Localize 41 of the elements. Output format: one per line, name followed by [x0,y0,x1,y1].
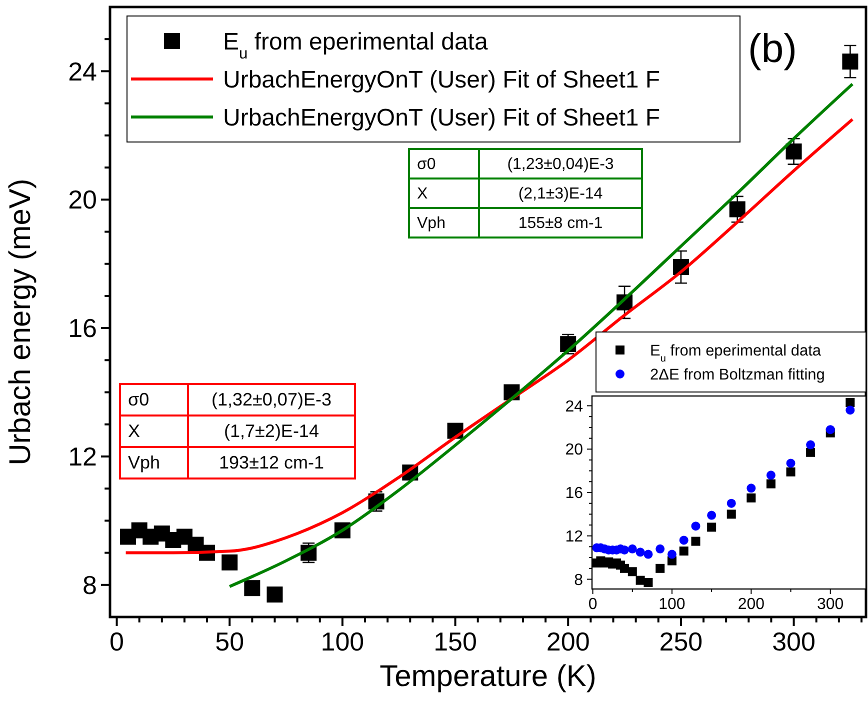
x-tick-label: 150 [434,626,477,657]
y-tick-label: 8 [574,572,584,589]
annotation: (1,7±2)E-14 [224,420,319,441]
annotation: Vph [128,452,160,472]
y-tick-label: 8 [82,570,97,600]
annotation: (b) [748,27,797,71]
y-tick-label: 20 [68,184,97,215]
x-tick-label: 300 [817,596,844,614]
x-tick-label: 100 [320,626,364,657]
y-tick-label: 24 [565,398,584,416]
annotation: σ0 [128,389,150,410]
legend-label: E$_{u}$ from eperimental data [650,342,822,364]
legend-label: 2ΔE from Boltzman fitting [650,366,825,384]
y-tick-label: 12 [68,442,97,472]
annotation: X [417,186,428,203]
y-tick-label: 24 [68,56,97,86]
legend-label: UrbachEnergyOnT (User) Fit of Sheet1 F [223,104,660,132]
legend-label: E$_{u}$ from eperimental data [223,28,488,62]
legend-label: UrbachEnergyOnT (User) Fit of Sheet1 F [223,66,660,94]
x-axis-title: Temperature (K) [380,660,596,693]
x-tick-label: 200 [738,596,765,614]
y-tick-label: 12 [565,528,584,546]
annotation: (1,32±0,07)E-3 [212,389,332,410]
x-tick-label: 50 [215,626,244,657]
x-tick-label: 250 [659,626,703,657]
x-tick-label: 100 [658,596,686,614]
annotation: (2,1±3)E-14 [518,186,603,203]
annotation: (1,23±0,04)E-3 [507,156,614,174]
annotation: 193±12 cm-1 [219,452,324,472]
y-axis-title: Urbach energy (meV) [4,178,37,466]
y-tick-label: 16 [565,485,584,502]
annotation: 155±8 cm-1 [518,215,603,232]
x-tick-label: 300 [772,626,816,657]
y-tick-label: 16 [68,313,97,344]
annotation: σ0 [417,156,436,174]
annotation: Vph [417,215,446,232]
x-tick-label: 0 [588,596,598,614]
annotation: X [128,420,140,441]
x-tick-label: 200 [546,626,590,657]
y-tick-label: 20 [565,442,584,459]
x-tick-label: 0 [110,626,124,657]
